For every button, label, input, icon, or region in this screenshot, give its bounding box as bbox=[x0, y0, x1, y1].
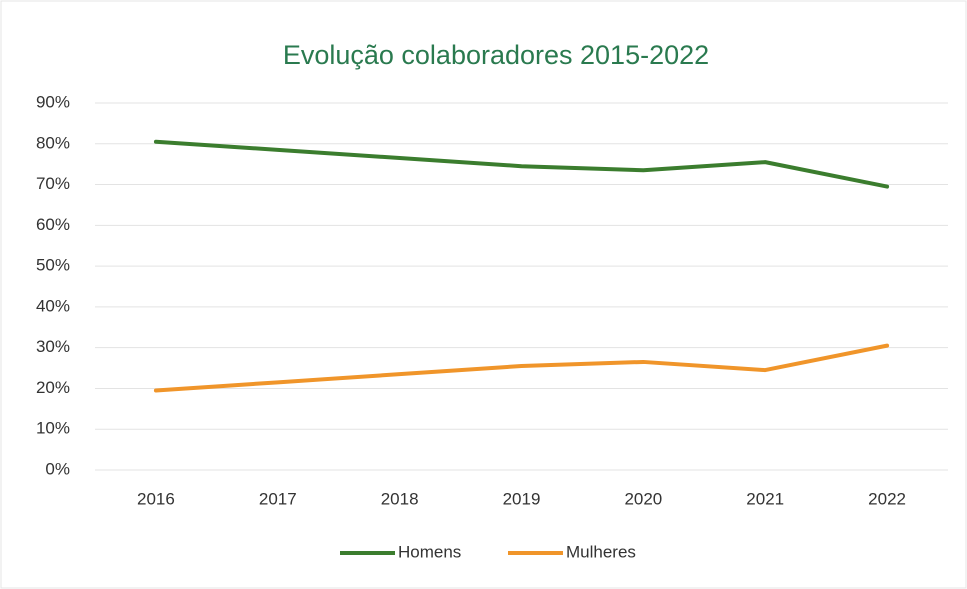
legend-label: Homens bbox=[398, 542, 461, 561]
x-tick-label: 2018 bbox=[381, 489, 419, 508]
y-tick-label: 70% bbox=[36, 174, 70, 193]
x-tick-label: 2016 bbox=[137, 489, 175, 508]
x-tick-label: 2019 bbox=[503, 489, 541, 508]
x-tick-label: 2022 bbox=[868, 489, 906, 508]
y-tick-label: 20% bbox=[36, 378, 70, 397]
y-tick-label: 10% bbox=[36, 419, 70, 438]
y-tick-label: 60% bbox=[36, 215, 70, 234]
y-tick-label: 30% bbox=[36, 337, 70, 356]
y-tick-label: 0% bbox=[45, 459, 70, 478]
x-tick-label: 2020 bbox=[624, 489, 662, 508]
y-tick-label: 90% bbox=[36, 92, 70, 111]
legend-label: Mulheres bbox=[566, 542, 636, 561]
y-tick-label: 50% bbox=[36, 256, 70, 275]
y-tick-label: 80% bbox=[36, 133, 70, 152]
y-tick-label: 40% bbox=[36, 296, 70, 315]
x-tick-label: 2017 bbox=[259, 489, 297, 508]
chart-title: Evolução colaboradores 2015-2022 bbox=[283, 40, 709, 70]
line-series bbox=[153, 343, 890, 393]
line-series bbox=[153, 139, 890, 189]
x-tick-label: 2021 bbox=[746, 489, 784, 508]
